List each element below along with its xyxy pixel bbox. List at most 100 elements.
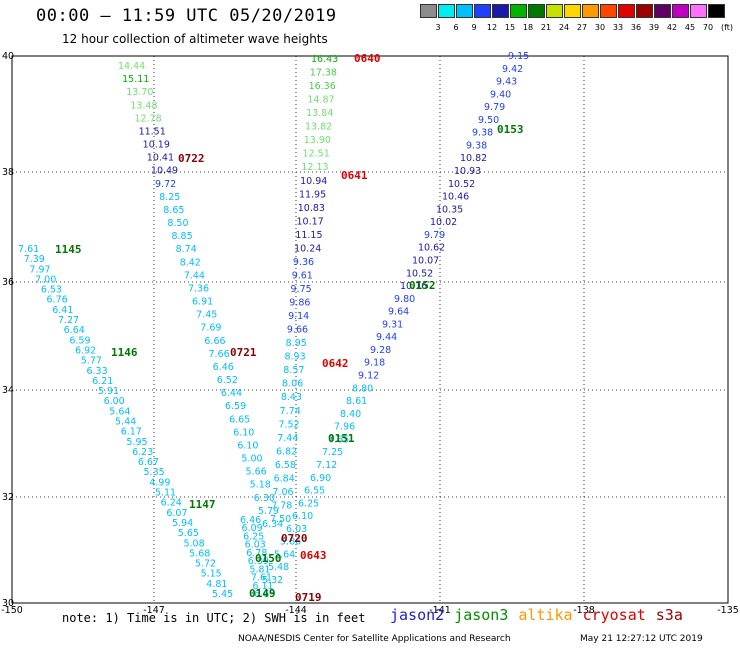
- pass-time-label: 0150: [255, 552, 282, 565]
- wave-height-value: 7.27: [58, 315, 79, 326]
- wave-height-value: 9.31: [382, 319, 403, 330]
- satellite-legend: jason2 jason3 altika cryosat s3a: [390, 606, 693, 624]
- wave-height-value: 9.79: [424, 230, 445, 241]
- pass-time-label: 0643: [300, 549, 327, 562]
- lon-label: -150: [1, 605, 23, 616]
- wave-height-value: 6.66: [204, 336, 225, 347]
- wave-height-value: 7.52: [278, 419, 299, 430]
- lat-label: 32: [2, 492, 14, 503]
- scale-label: 18: [522, 23, 534, 32]
- wave-height-value: 6.23: [132, 447, 153, 458]
- footer-timestamp: May 21 12:27:12 UTC 2019: [580, 634, 703, 644]
- wave-height-value: 6.39: [248, 556, 269, 567]
- wave-height-value: 6.82: [276, 446, 297, 457]
- wave-height-value: 6.10: [237, 440, 258, 451]
- wave-height-value: 7.97: [29, 264, 50, 275]
- scale-swatch: [654, 4, 671, 18]
- wave-height-value: 7.96: [334, 422, 355, 433]
- wave-height-value: 7.74: [280, 406, 301, 417]
- wave-height-value: 7.50: [270, 514, 291, 525]
- wave-height-value: 8.80: [352, 383, 373, 394]
- scale-label: 27: [576, 23, 588, 32]
- scale-label: 33: [612, 23, 624, 32]
- wave-height-value: 10.19: [143, 140, 170, 151]
- wave-height-value: 6.30: [254, 493, 275, 504]
- scale-swatch: [546, 4, 563, 18]
- wave-height-value: 10.35: [436, 204, 463, 215]
- wave-height-value: 5.65: [178, 528, 199, 539]
- wave-height-value: 9.61: [292, 270, 313, 281]
- wave-height-value: 5.48: [268, 562, 289, 573]
- legend-s3a: s3a: [655, 606, 683, 624]
- wave-height-value: 6.76: [47, 295, 68, 306]
- wave-height-value: 10.24: [294, 243, 321, 254]
- wave-height-value: 7.25: [322, 447, 343, 458]
- wave-height-value: 5.68: [189, 548, 210, 559]
- wave-height-value: 6.52: [217, 375, 238, 386]
- scale-label: 70: [702, 23, 714, 32]
- wave-height-value: 6.78: [246, 548, 267, 559]
- wave-height-value: 11.15: [295, 230, 322, 241]
- scale-label: 30: [594, 23, 606, 32]
- wave-height-value: 6.17: [121, 427, 142, 438]
- pass-time-label: 0152: [409, 279, 436, 292]
- wave-height-value: 10.83: [298, 203, 325, 214]
- wave-height-value: 6.46: [213, 362, 234, 373]
- wave-height-value: 6.46: [240, 515, 261, 526]
- wave-height-value: 9.28: [370, 345, 391, 356]
- wave-height-value: 8.50: [167, 218, 188, 229]
- wave-height-value: 6.53: [41, 285, 62, 296]
- wave-height-value: 6.33: [86, 366, 107, 377]
- wave-height-value: 16.36: [309, 81, 336, 92]
- wave-height-value: 7.61: [18, 244, 39, 255]
- lon-label: -135: [717, 605, 739, 616]
- legend-jason3: jason3: [454, 606, 509, 624]
- wave-height-value: 6.41: [52, 305, 73, 316]
- wave-height-value: 10.17: [297, 216, 324, 227]
- wave-height-value: 5.81: [249, 564, 270, 575]
- wave-height-value: 9.42: [502, 64, 523, 75]
- scale-swatch: [564, 4, 581, 18]
- wave-height-value: 12.78: [134, 113, 161, 124]
- scale-label: 36: [630, 23, 642, 32]
- wave-height-value: 5.08: [183, 538, 204, 549]
- wave-height-value: 6.09: [242, 523, 263, 534]
- legend-cryosat: cryosat: [582, 606, 646, 624]
- pass-time-label: 0151: [328, 432, 355, 445]
- scale-label: 12: [486, 23, 498, 32]
- wave-height-value: 6.92: [75, 345, 96, 356]
- wave-height-value: 10.62: [418, 243, 445, 254]
- pass-time-label: 0720: [281, 532, 308, 545]
- wave-height-value: 7.44: [277, 433, 298, 444]
- wave-height-value: 5.72: [195, 559, 216, 570]
- wave-height-value: 14.87: [307, 95, 334, 106]
- wave-height-value: 6.67: [138, 457, 159, 468]
- wave-height-value: 5.18: [250, 480, 271, 491]
- pass-time-label: 0149: [249, 587, 276, 600]
- wave-height-value: 9.38: [472, 128, 493, 139]
- wave-height-value: 6.90: [310, 473, 331, 484]
- wave-height-value: 5.32: [262, 575, 283, 586]
- wave-height-value: 8.42: [180, 257, 201, 268]
- pass-time-label: 1146: [111, 346, 138, 359]
- wave-height-value: 8.06: [282, 379, 303, 390]
- wave-height-value: 6.84: [274, 473, 295, 484]
- wave-height-value: 12.13: [301, 162, 328, 173]
- wave-height-value: 9.72: [155, 179, 176, 190]
- wave-height-value: 12.51: [303, 149, 330, 160]
- wave-height-value: 10.07: [412, 255, 439, 266]
- wave-height-value: 13.82: [305, 122, 332, 133]
- wave-height-value: 9.15: [508, 51, 529, 62]
- scale-label: 9: [471, 23, 477, 32]
- wave-height-value: 8.95: [286, 338, 307, 349]
- wave-height-value: 9.44: [376, 332, 397, 343]
- wave-height-value: 9.43: [496, 77, 517, 88]
- footer-credit: NOAA/NESDIS Center for Satellite Applica…: [238, 634, 511, 644]
- scale-label: 42: [666, 23, 678, 32]
- wave-height-value: 8.74: [176, 244, 197, 255]
- wave-height-value: 10.16: [400, 281, 427, 292]
- map-title: 00:00 – 11:59 UTC 05/20/2019: [36, 6, 337, 26]
- lon-label: -147: [143, 605, 165, 616]
- wave-height-value: 5.15: [201, 569, 222, 580]
